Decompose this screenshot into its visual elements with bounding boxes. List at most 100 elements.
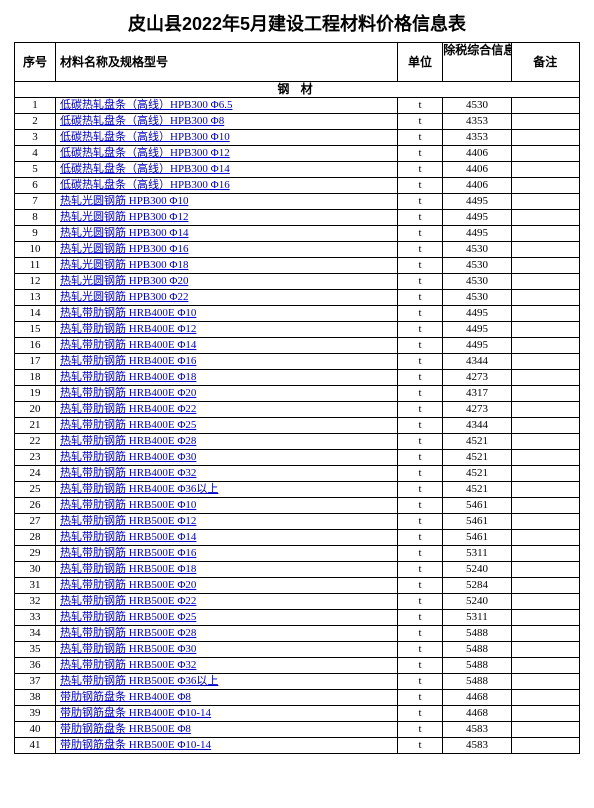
cell-unit: t — [397, 130, 443, 146]
page-title: 皮山县2022年5月建设工程材料价格信息表 — [14, 10, 580, 36]
table-row: 37热轧带肋钢筋 HRB500E Φ36以上t5488 — [15, 674, 580, 690]
table-row: 13热轧光圆钢筋 HPB300 Φ22t4530 — [15, 290, 580, 306]
table-row: 5低碳热轧盘条（高线）HPB300 Φ14t4406 — [15, 162, 580, 178]
cell-seq: 2 — [15, 114, 56, 130]
material-name-link[interactable]: 热轧带肋钢筋 HRB400E Φ32 — [60, 467, 196, 479]
material-name-link[interactable]: 热轧光圆钢筋 HPB300 Φ18 — [60, 259, 188, 271]
material-name-link[interactable]: 热轧带肋钢筋 HRB500E Φ12 — [60, 515, 196, 527]
cell-unit: t — [397, 658, 443, 674]
cell-name: 热轧带肋钢筋 HRB500E Φ10 — [56, 498, 398, 514]
table-row: 32热轧带肋钢筋 HRB500E Φ22t5240 — [15, 594, 580, 610]
material-name-link[interactable]: 热轧带肋钢筋 HRB500E Φ20 — [60, 579, 196, 591]
cell-note — [511, 434, 579, 450]
table-row: 2低碳热轧盘条（高线）HPB300 Φ8t4353 — [15, 114, 580, 130]
cell-price: 4406 — [443, 162, 511, 178]
cell-seq: 7 — [15, 194, 56, 210]
material-name-link[interactable]: 热轧带肋钢筋 HRB400E Φ30 — [60, 451, 196, 463]
cell-name: 热轧光圆钢筋 HPB300 Φ12 — [56, 210, 398, 226]
cell-price: 4495 — [443, 338, 511, 354]
table-row: 4低碳热轧盘条（高线）HPB300 Φ12t4406 — [15, 146, 580, 162]
cell-note — [511, 642, 579, 658]
cell-seq: 22 — [15, 434, 56, 450]
cell-note — [511, 98, 579, 114]
cell-price: 5488 — [443, 658, 511, 674]
material-name-link[interactable]: 带肋钢筋盘条 HRB400E Φ10-14 — [60, 707, 211, 719]
table-row: 40带肋钢筋盘条 HRB500E Φ8t4583 — [15, 722, 580, 738]
cell-note — [511, 690, 579, 706]
cell-note — [511, 226, 579, 242]
material-name-link[interactable]: 热轧光圆钢筋 HPB300 Φ16 — [60, 243, 188, 255]
table-row: 9热轧光圆钢筋 HPB300 Φ14t4495 — [15, 226, 580, 242]
cell-name: 热轧带肋钢筋 HRB400E Φ14 — [56, 338, 398, 354]
cell-note — [511, 338, 579, 354]
cell-name: 热轧带肋钢筋 HRB400E Φ36以上 — [56, 482, 398, 498]
header-row: 序号 材料名称及规格型号 单位 除税综合信息价 备注 — [15, 43, 580, 82]
cell-seq: 32 — [15, 594, 56, 610]
material-name-link[interactable]: 热轧光圆钢筋 HPB300 Φ10 — [60, 195, 188, 207]
material-name-link[interactable]: 热轧光圆钢筋 HPB300 Φ22 — [60, 291, 188, 303]
cell-note — [511, 162, 579, 178]
cell-note — [511, 674, 579, 690]
material-name-link[interactable]: 热轧带肋钢筋 HRB500E Φ32 — [60, 659, 196, 671]
cell-unit: t — [397, 530, 443, 546]
cell-note — [511, 738, 579, 754]
material-name-link[interactable]: 热轧带肋钢筋 HRB500E Φ25 — [60, 611, 196, 623]
cell-note — [511, 498, 579, 514]
table-row: 21热轧带肋钢筋 HRB400E Φ25t4344 — [15, 418, 580, 434]
material-name-link[interactable]: 热轧带肋钢筋 HRB500E Φ30 — [60, 643, 196, 655]
material-name-link[interactable]: 热轧带肋钢筋 HRB400E Φ25 — [60, 419, 196, 431]
material-name-link[interactable]: 低碳热轧盘条（高线）HPB300 Φ6.5 — [60, 99, 232, 111]
cell-unit: t — [397, 466, 443, 482]
table-row: 18热轧带肋钢筋 HRB400E Φ18t4273 — [15, 370, 580, 386]
table-row: 28热轧带肋钢筋 HRB500E Φ14t5461 — [15, 530, 580, 546]
material-name-link[interactable]: 热轧带肋钢筋 HRB400E Φ20 — [60, 387, 196, 399]
material-name-link[interactable]: 热轧带肋钢筋 HRB500E Φ28 — [60, 627, 196, 639]
material-name-link[interactable]: 热轧带肋钢筋 HRB500E Φ16 — [60, 547, 196, 559]
cell-price: 4406 — [443, 146, 511, 162]
cell-seq: 20 — [15, 402, 56, 418]
cell-note — [511, 322, 579, 338]
material-name-link[interactable]: 热轧带肋钢筋 HRB500E Φ10 — [60, 499, 196, 511]
material-name-link[interactable]: 低碳热轧盘条（高线）HPB300 Φ14 — [60, 163, 230, 175]
cell-unit: t — [397, 610, 443, 626]
cell-note — [511, 578, 579, 594]
table-row: 24热轧带肋钢筋 HRB400E Φ32t4521 — [15, 466, 580, 482]
cell-name: 热轧带肋钢筋 HRB500E Φ16 — [56, 546, 398, 562]
table-row: 10热轧光圆钢筋 HPB300 Φ16t4530 — [15, 242, 580, 258]
cell-price: 5311 — [443, 610, 511, 626]
material-name-link[interactable]: 低碳热轧盘条（高线）HPB300 Φ16 — [60, 179, 230, 191]
material-name-link[interactable]: 热轧带肋钢筋 HRB400E Φ10 — [60, 307, 196, 319]
cell-name: 热轧带肋钢筋 HRB400E Φ22 — [56, 402, 398, 418]
material-name-link[interactable]: 热轧带肋钢筋 HRB400E Φ22 — [60, 403, 196, 415]
material-name-link[interactable]: 热轧光圆钢筋 HPB300 Φ12 — [60, 211, 188, 223]
material-name-link[interactable]: 带肋钢筋盘条 HRB500E Φ8 — [60, 723, 191, 735]
material-name-link[interactable]: 热轧带肋钢筋 HRB400E Φ28 — [60, 435, 196, 447]
cell-unit: t — [397, 642, 443, 658]
cell-unit: t — [397, 450, 443, 466]
cell-name: 热轧带肋钢筋 HRB400E Φ10 — [56, 306, 398, 322]
material-name-link[interactable]: 热轧光圆钢筋 HPB300 Φ20 — [60, 275, 188, 287]
cell-price: 4530 — [443, 98, 511, 114]
material-name-link[interactable]: 热轧带肋钢筋 HRB500E Φ14 — [60, 531, 196, 543]
material-name-link[interactable]: 低碳热轧盘条（高线）HPB300 Φ8 — [60, 115, 224, 127]
cell-price: 4521 — [443, 482, 511, 498]
cell-unit: t — [397, 498, 443, 514]
material-name-link[interactable]: 热轧带肋钢筋 HRB400E Φ16 — [60, 355, 196, 367]
material-name-link[interactable]: 带肋钢筋盘条 HRB500E Φ10-14 — [60, 739, 211, 751]
material-name-link[interactable]: 热轧带肋钢筋 HRB400E Φ18 — [60, 371, 196, 383]
material-name-link[interactable]: 热轧带肋钢筋 HRB400E Φ14 — [60, 339, 196, 351]
material-name-link[interactable]: 低碳热轧盘条（高线）HPB300 Φ12 — [60, 147, 230, 159]
material-name-link[interactable]: 热轧带肋钢筋 HRB400E Φ36以上 — [60, 483, 218, 495]
material-name-link[interactable]: 低碳热轧盘条（高线）HPB300 Φ10 — [60, 131, 230, 143]
th-seq: 序号 — [15, 43, 56, 82]
material-name-link[interactable]: 带肋钢筋盘条 HRB400E Φ8 — [60, 691, 191, 703]
material-name-link[interactable]: 热轧光圆钢筋 HPB300 Φ14 — [60, 227, 188, 239]
material-name-link[interactable]: 热轧带肋钢筋 HRB500E Φ22 — [60, 595, 196, 607]
cell-seq: 29 — [15, 546, 56, 562]
cell-seq: 21 — [15, 418, 56, 434]
material-name-link[interactable]: 热轧带肋钢筋 HRB400E Φ12 — [60, 323, 196, 335]
material-name-link[interactable]: 热轧带肋钢筋 HRB500E Φ18 — [60, 563, 196, 575]
table-row: 31热轧带肋钢筋 HRB500E Φ20t5284 — [15, 578, 580, 594]
material-name-link[interactable]: 热轧带肋钢筋 HRB500E Φ36以上 — [60, 675, 218, 687]
cell-unit: t — [397, 178, 443, 194]
